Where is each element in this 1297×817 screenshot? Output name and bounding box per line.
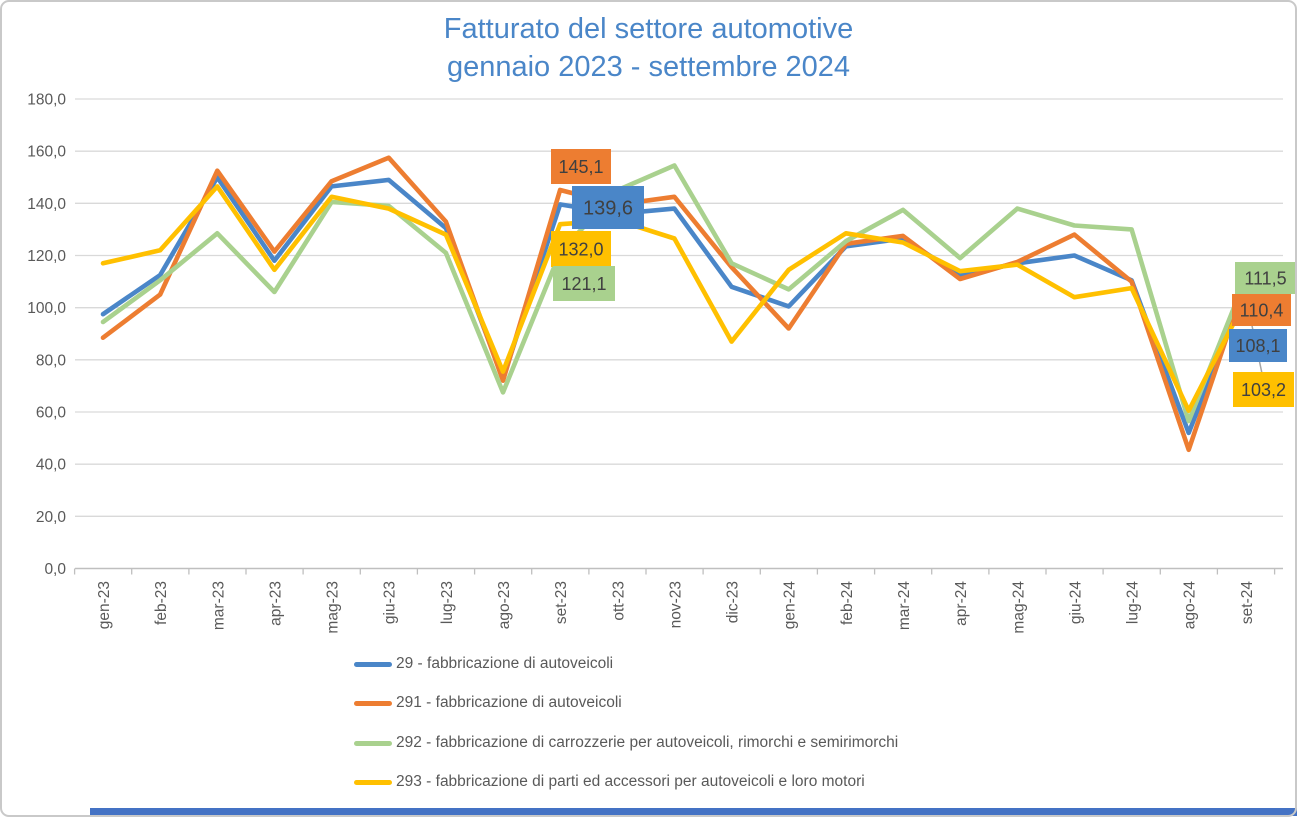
x-axis-tick-label: apr-23 xyxy=(267,581,284,626)
data-label-text: 145,1 xyxy=(558,157,603,177)
x-axis-tick-label: mar-24 xyxy=(896,581,913,630)
chart-title-line2: gennaio 2023 - settembre 2024 xyxy=(446,51,851,84)
bottom-blue-bar xyxy=(90,808,1297,816)
data-label-text: 132,0 xyxy=(558,240,603,260)
legend-item-293[interactable]: 293 - fabbricazione di parti ed accessor… xyxy=(354,773,865,791)
data-label-box xyxy=(1235,262,1296,294)
data-label-text: 139,6 xyxy=(583,198,633,220)
data-label-text: 103,2 xyxy=(1241,380,1286,400)
legend-line-swatch xyxy=(354,779,392,785)
y-axis-tick-label: 0,0 xyxy=(44,561,66,578)
legend-label: 292 - fabbricazione di carrozzerie per a… xyxy=(396,734,899,751)
legend-item-29[interactable]: 29 - fabbricazione di autoveicoli xyxy=(354,655,613,673)
data-label-box xyxy=(553,266,615,301)
y-axis-tick-label: 100,0 xyxy=(27,300,66,317)
x-axis-tick-label: ott-23 xyxy=(610,581,627,621)
data-label-text: 121,1 xyxy=(561,274,606,294)
legend-label: 29 - fabbricazione di autoveicoli xyxy=(396,655,614,672)
data-label-text: 111,5 xyxy=(1244,269,1286,289)
x-axis-tick-label: lug-24 xyxy=(1125,581,1142,624)
series-line-0 xyxy=(100,175,1249,436)
chart-title-line1: Fatturato del settore automotive xyxy=(443,13,854,45)
y-axis-tick-label: 60,0 xyxy=(36,405,67,422)
x-axis-tick-label: giu-24 xyxy=(1067,581,1084,624)
data-label-text: 108,1 xyxy=(1235,336,1280,356)
x-axis-tick-label: nov-23 xyxy=(667,581,684,628)
y-axis-tick-label: 140,0 xyxy=(27,196,66,213)
data-label-box xyxy=(1232,294,1291,326)
legend-line-swatch xyxy=(354,661,392,667)
y-axis-tick-label: 120,0 xyxy=(27,248,66,265)
x-axis-tick-label: lug-23 xyxy=(439,581,456,624)
legend-label: 291 - fabbricazione di autoveicoli xyxy=(396,694,622,711)
x-axis-tick-label: mar-23 xyxy=(210,581,227,630)
x-axis-tick-label: set-24 xyxy=(1239,581,1256,624)
data-label-text: 110,4 xyxy=(1240,301,1284,321)
series-line-1 xyxy=(100,155,1249,453)
x-axis-tick-label: mag-24 xyxy=(1010,581,1027,634)
data-label-box xyxy=(1229,329,1287,362)
data-label-box xyxy=(1233,372,1294,407)
x-axis-tick-label: giu-23 xyxy=(382,581,399,624)
data-label-box xyxy=(551,149,611,184)
legend-label: 293 - fabbricazione di parti ed accessor… xyxy=(396,773,865,790)
y-axis-tick-label: 80,0 xyxy=(36,352,67,369)
x-axis-tick-label: feb-23 xyxy=(153,581,170,625)
x-axis-tick-label: feb-24 xyxy=(839,581,856,625)
data-label-box xyxy=(572,186,644,229)
x-axis-tick-label: set-23 xyxy=(553,581,570,624)
legend-item-292[interactable]: 292 - fabbricazione di carrozzerie per a… xyxy=(354,734,898,752)
x-axis-tick-label: ago-23 xyxy=(496,581,513,629)
x-axis-tick-label: ago-24 xyxy=(1182,581,1199,630)
series-line-3 xyxy=(100,184,1249,414)
y-axis-tick-label: 20,0 xyxy=(36,509,67,526)
y-axis-tick-label: 180,0 xyxy=(27,92,66,109)
legend-line-swatch xyxy=(354,700,392,706)
x-axis-tick-label: gen-23 xyxy=(96,581,113,629)
y-axis-tick-label: 160,0 xyxy=(27,144,66,161)
data-label-box xyxy=(551,231,611,267)
legend-item-291[interactable]: 291 - fabbricazione di autoveicoli xyxy=(354,694,622,712)
legend-line-swatch xyxy=(354,740,392,746)
x-axis-tick-label: gen-24 xyxy=(782,581,799,630)
y-axis-tick-label: 40,0 xyxy=(36,457,67,474)
x-axis-tick-label: apr-24 xyxy=(953,581,970,626)
chart-title: Fatturato del settore automotive gennaio… xyxy=(0,10,1297,87)
x-axis-tick-label: dic-23 xyxy=(725,581,742,623)
x-axis-tick-label: mag-23 xyxy=(325,581,342,634)
series-line-2 xyxy=(100,163,1249,424)
